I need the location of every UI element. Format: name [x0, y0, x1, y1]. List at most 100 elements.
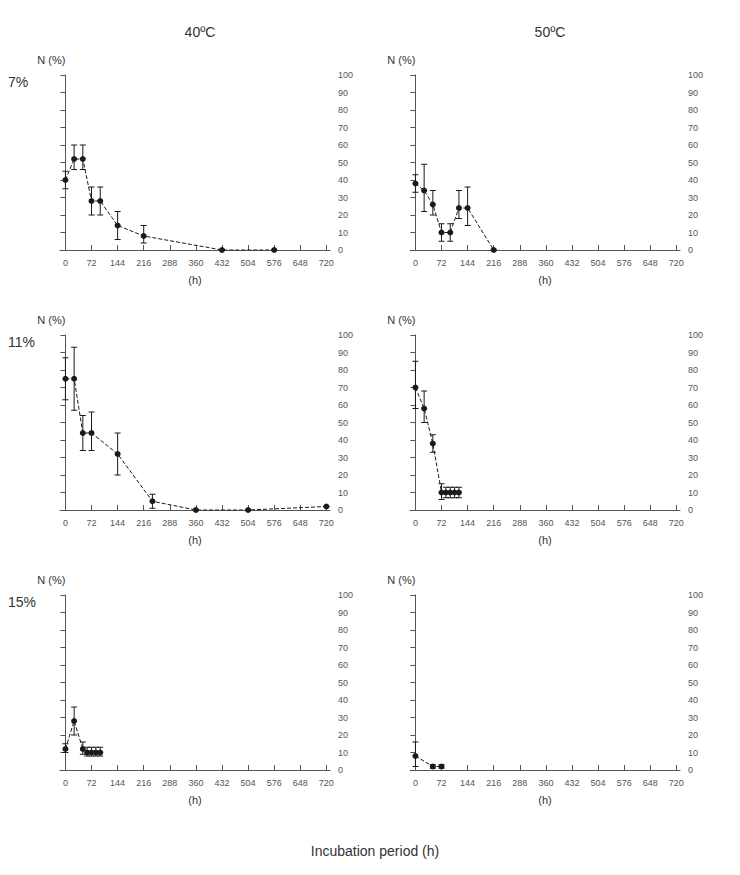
svg-text:20: 20	[688, 470, 698, 480]
svg-text:432: 432	[214, 778, 229, 788]
svg-text:0: 0	[413, 778, 418, 788]
svg-text:50: 50	[688, 418, 698, 428]
svg-text:504: 504	[591, 258, 606, 268]
svg-text:40: 40	[338, 435, 348, 445]
svg-text:40: 40	[688, 435, 698, 445]
svg-text:648: 648	[293, 258, 308, 268]
svg-text:720: 720	[669, 258, 684, 268]
svg-text:360: 360	[538, 518, 553, 528]
svg-text:(h): (h)	[538, 534, 551, 546]
svg-text:0: 0	[338, 765, 343, 775]
svg-text:360: 360	[188, 778, 203, 788]
svg-text:432: 432	[564, 778, 579, 788]
svg-text:60: 60	[338, 400, 348, 410]
svg-text:216: 216	[486, 518, 501, 528]
svg-text:70: 70	[338, 383, 348, 393]
svg-text:216: 216	[136, 778, 151, 788]
svg-text:40ºC: 40ºC	[185, 24, 216, 40]
svg-text:288: 288	[512, 518, 527, 528]
svg-text:432: 432	[214, 258, 229, 268]
svg-text:720: 720	[669, 778, 684, 788]
svg-text:648: 648	[293, 778, 308, 788]
svg-text:60: 60	[338, 660, 348, 670]
svg-text:90: 90	[338, 88, 348, 98]
svg-text:Incubation period (h): Incubation period (h)	[311, 843, 439, 859]
svg-text:50: 50	[338, 678, 348, 688]
svg-text:576: 576	[267, 258, 282, 268]
svg-text:100: 100	[688, 590, 703, 600]
svg-text:50: 50	[688, 678, 698, 688]
svg-text:50: 50	[338, 418, 348, 428]
svg-text:648: 648	[643, 778, 658, 788]
svg-text:60: 60	[688, 140, 698, 150]
svg-text:80: 80	[688, 365, 698, 375]
svg-text:20: 20	[338, 210, 348, 220]
svg-text:144: 144	[460, 518, 475, 528]
svg-text:(h): (h)	[188, 794, 201, 806]
svg-text:50ºC: 50ºC	[535, 24, 566, 40]
svg-text:(h): (h)	[538, 274, 551, 286]
svg-text:90: 90	[338, 348, 348, 358]
svg-text:720: 720	[669, 518, 684, 528]
svg-text:576: 576	[617, 518, 632, 528]
svg-text:720: 720	[319, 778, 334, 788]
svg-text:60: 60	[688, 660, 698, 670]
svg-text:648: 648	[643, 518, 658, 528]
svg-text:20: 20	[688, 210, 698, 220]
svg-text:N (%): N (%)	[387, 54, 415, 66]
svg-text:70: 70	[688, 643, 698, 653]
svg-text:432: 432	[564, 258, 579, 268]
svg-text:40: 40	[688, 175, 698, 185]
svg-text:(h): (h)	[188, 534, 201, 546]
svg-text:15%: 15%	[8, 594, 36, 610]
svg-text:0: 0	[688, 765, 693, 775]
svg-text:N (%): N (%)	[387, 314, 415, 326]
svg-text:72: 72	[87, 778, 97, 788]
svg-text:10: 10	[338, 748, 348, 758]
svg-text:40: 40	[338, 695, 348, 705]
svg-text:216: 216	[136, 258, 151, 268]
svg-text:30: 30	[688, 193, 698, 203]
svg-text:216: 216	[486, 778, 501, 788]
svg-text:0: 0	[413, 258, 418, 268]
svg-text:30: 30	[688, 713, 698, 723]
svg-text:20: 20	[338, 470, 348, 480]
svg-text:504: 504	[241, 258, 256, 268]
svg-text:576: 576	[267, 778, 282, 788]
svg-text:90: 90	[338, 608, 348, 618]
svg-text:288: 288	[162, 258, 177, 268]
svg-text:80: 80	[338, 625, 348, 635]
svg-text:0: 0	[338, 505, 343, 515]
svg-text:N (%): N (%)	[37, 574, 65, 586]
svg-text:0: 0	[413, 518, 418, 528]
svg-text:100: 100	[338, 590, 353, 600]
svg-text:100: 100	[688, 70, 703, 80]
svg-text:70: 70	[688, 123, 698, 133]
svg-text:30: 30	[688, 453, 698, 463]
svg-text:40: 40	[688, 695, 698, 705]
svg-text:11%: 11%	[8, 334, 35, 350]
svg-text:N (%): N (%)	[37, 54, 65, 66]
svg-text:288: 288	[512, 258, 527, 268]
svg-text:576: 576	[267, 518, 282, 528]
svg-text:72: 72	[437, 778, 447, 788]
svg-text:80: 80	[688, 625, 698, 635]
svg-text:0: 0	[338, 245, 343, 255]
svg-text:70: 70	[338, 123, 348, 133]
svg-text:60: 60	[688, 400, 698, 410]
svg-text:72: 72	[437, 258, 447, 268]
svg-text:70: 70	[688, 383, 698, 393]
svg-text:0: 0	[63, 258, 68, 268]
svg-text:10: 10	[338, 228, 348, 238]
svg-text:10: 10	[338, 488, 348, 498]
svg-text:216: 216	[136, 518, 151, 528]
svg-text:576: 576	[617, 258, 632, 268]
svg-text:72: 72	[87, 258, 97, 268]
svg-text:288: 288	[512, 778, 527, 788]
svg-text:576: 576	[617, 778, 632, 788]
svg-text:504: 504	[241, 778, 256, 788]
svg-text:(h): (h)	[188, 274, 201, 286]
svg-text:40: 40	[338, 175, 348, 185]
svg-text:0: 0	[63, 518, 68, 528]
svg-text:432: 432	[564, 518, 579, 528]
